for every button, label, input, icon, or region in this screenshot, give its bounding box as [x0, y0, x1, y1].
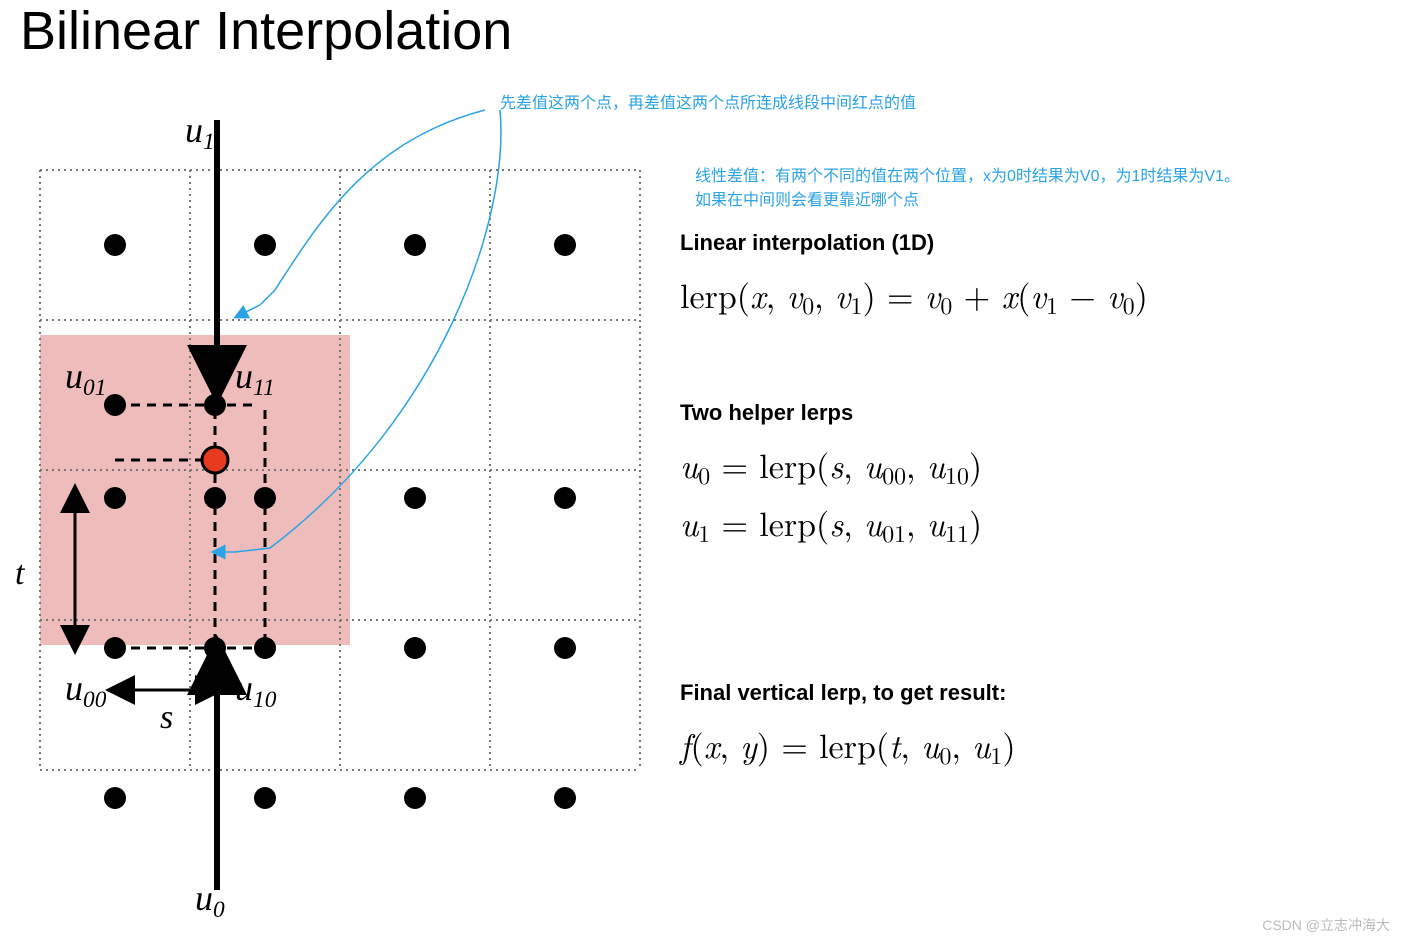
grid-dot	[554, 787, 576, 809]
section-heading-1: Two helper lerps	[680, 400, 853, 426]
red-dot	[202, 447, 228, 473]
u10-label: u10	[235, 668, 277, 713]
grid-dot	[104, 787, 126, 809]
bilinear-diagram: tsu1u0u01u11u00u10	[10, 100, 670, 920]
t-dim-label: t	[15, 555, 26, 592]
grid-dot	[254, 637, 276, 659]
section-heading-2: Final vertical lerp, to get result:	[680, 680, 1006, 706]
grid-dot	[554, 637, 576, 659]
grid-dot	[554, 487, 576, 509]
grid-dot	[404, 234, 426, 256]
grid-dot	[404, 487, 426, 509]
grid-dot	[104, 487, 126, 509]
u00-label: u00	[65, 668, 107, 713]
u0-label: u0	[195, 878, 225, 920]
section-heading-0: Linear interpolation (1D)	[680, 230, 934, 256]
grid-dot	[254, 234, 276, 256]
s-dim-label: s	[160, 699, 173, 736]
curve-to-dots	[260, 110, 485, 305]
grid-dot	[254, 787, 276, 809]
section-formula-2: f(x, y) = lerp(t, u0, u1)	[680, 716, 1016, 774]
grid-dot	[404, 787, 426, 809]
curve-to-dots-tip	[240, 305, 260, 315]
u1-label: u1	[185, 110, 215, 155]
watermark: CSDN @立志冲海大	[1262, 915, 1390, 935]
section-formula-1: u0 = lerp(s, u00, u10)u1 = lerp(s, u01, …	[680, 436, 982, 553]
annotation-note-right: 线性差值：有两个不同的值在两个位置，x为0时结果为V0，为1时结果为V1。 如果…	[695, 165, 1240, 213]
grid-dot	[404, 637, 426, 659]
grid-dot	[554, 234, 576, 256]
page-title: Bilinear Interpolation	[20, 0, 512, 62]
section-formula-0: lerp(x, v0, v1) = v0 + x(v1 − v0)	[680, 266, 1148, 324]
grid-dot	[104, 234, 126, 256]
